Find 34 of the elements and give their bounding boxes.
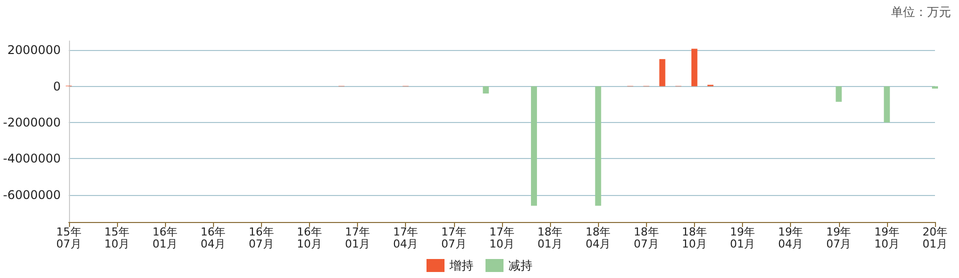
bar (884, 86, 890, 122)
y-tick-label: -2000000 (2, 115, 61, 130)
x-tick-label: 17年01月 (345, 226, 370, 250)
x-tick-label: 19年10月 (874, 226, 900, 250)
x-tick-label: 15年10月 (104, 226, 130, 250)
x-tick-label: 19年01月 (730, 226, 756, 250)
x-tick-label: 19年07月 (826, 226, 852, 250)
x-tick-label: 18年04月 (586, 226, 611, 250)
legend-label: 减持 (508, 258, 532, 272)
legend-label: 增持 (448, 258, 474, 272)
x-tick-label: 18年01月 (538, 226, 563, 250)
x-tick-label: 16年10月 (296, 226, 322, 250)
x-tick-label: 17年10月 (489, 226, 514, 250)
x-tick-label: 16年04月 (200, 226, 226, 250)
x-tick-label: 18年07月 (634, 226, 659, 250)
x-tick-label: 15年07月 (56, 226, 82, 250)
bar (595, 86, 602, 206)
x-tick-label: 17年07月 (441, 226, 466, 250)
bar (836, 86, 842, 102)
bar (659, 59, 666, 86)
x-tick-label: 19年04月 (778, 226, 804, 250)
x-tick-label: 18年10月 (682, 226, 707, 250)
y-tick-label: -4000000 (2, 152, 61, 166)
bar (691, 48, 698, 86)
y-tick-label: 0 (53, 79, 61, 94)
x-tick-label: 20年01月 (922, 226, 948, 250)
x-tick-label: 16年01月 (152, 226, 178, 250)
bar (482, 86, 489, 94)
bar (530, 86, 537, 206)
y-tick-label: -6000000 (2, 188, 61, 202)
y-tick-label: 2000000 (7, 43, 61, 58)
text: 单位：万元 (891, 5, 951, 19)
x-tick-label: 17年04月 (393, 226, 418, 250)
x-tick-label: 16年07月 (248, 226, 274, 250)
